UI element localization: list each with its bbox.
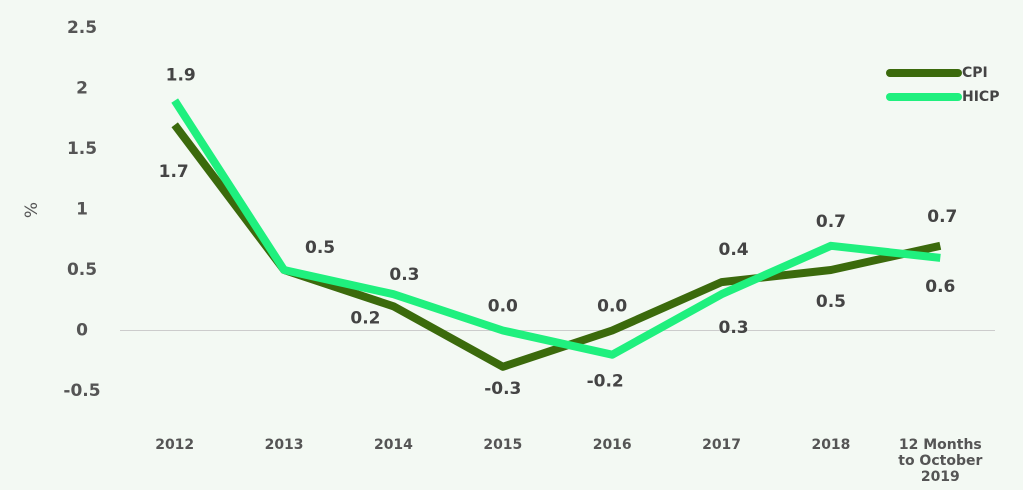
data-label: 0.7: [816, 212, 846, 232]
data-label: -0.2: [587, 372, 624, 392]
data-label: 0.5: [816, 292, 846, 312]
y-tick-label: 0.5: [67, 260, 97, 280]
x-tick-label: 2013: [264, 437, 304, 453]
data-label: -0.3: [484, 379, 521, 399]
y-tick-label: 0: [76, 321, 88, 341]
data-label: 0.3: [389, 265, 419, 285]
y-tick-label: 2: [76, 79, 88, 99]
x-tick-label: 12 Months to October 2019: [898, 437, 983, 485]
data-label: 0.2: [350, 308, 380, 328]
y-tick-label: 1: [76, 200, 88, 220]
x-tick-label: 2018: [811, 437, 851, 453]
x-tick-label: 2017: [702, 437, 742, 453]
data-label: 0.7: [927, 207, 957, 227]
y-tick-label: 1.5: [67, 139, 97, 159]
data-label: 0.4: [719, 240, 749, 260]
legend-label: CPI: [962, 65, 988, 81]
y-axis-label: %: [22, 202, 42, 218]
data-label: 0.6: [925, 277, 955, 297]
x-tick-label: 2012: [155, 437, 195, 453]
data-label: 0.0: [597, 297, 627, 317]
data-label: 1.7: [159, 162, 189, 182]
x-tick-label: 2015: [483, 437, 523, 453]
series-line: [171, 98, 941, 359]
y-tick-label: 2.5: [67, 18, 97, 38]
legend-label: HICP: [962, 89, 999, 105]
data-label: 0.5: [305, 238, 335, 258]
data-label: 1.9: [166, 66, 196, 86]
data-label: 0.0: [488, 297, 518, 317]
y-tick-label: -0.5: [63, 381, 100, 401]
x-tick-label: 2014: [373, 437, 413, 453]
x-tick-label: 2016: [592, 437, 632, 453]
data-label: 0.3: [719, 318, 749, 338]
